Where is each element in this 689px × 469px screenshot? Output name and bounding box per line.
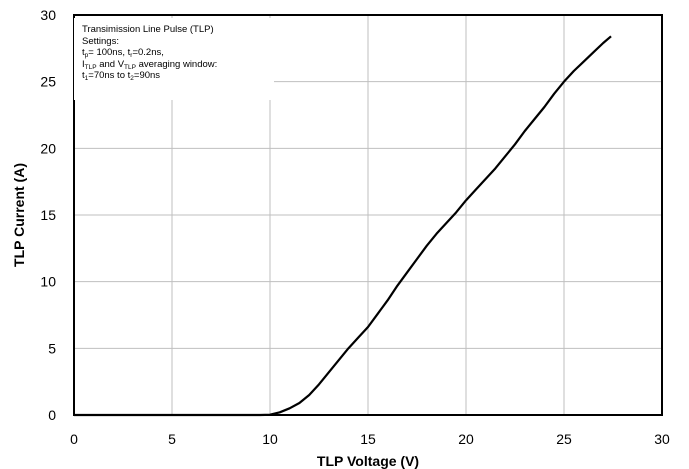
y-axis-title: TLP Current (A) [11, 163, 27, 267]
y-axis-ticks: 0 5 10 15 20 25 30 [40, 7, 56, 423]
y-tick-label: 10 [40, 274, 56, 290]
y-tick-label: 20 [40, 140, 56, 156]
annotation-averaging-label: ITLP and VTLP averaging window: [82, 58, 218, 71]
plot-border [73, 14, 663, 416]
x-tick-label: 30 [654, 431, 670, 447]
y-tick-label: 0 [48, 407, 56, 423]
x-tick-label: 10 [262, 431, 278, 447]
annotation-title: Transimission Line Pulse (TLP) [82, 24, 214, 35]
x-axis-title: TLP Voltage (V) [317, 453, 419, 469]
x-tick-label: 25 [556, 431, 572, 447]
x-tick-label: 15 [360, 431, 376, 447]
y-tick-label: 15 [40, 207, 56, 223]
x-tick-label: 0 [70, 431, 78, 447]
annotation-window: t1=70ns to t2=90ns [82, 70, 161, 82]
annotation-settings-label: Settings: [82, 35, 119, 47]
x-tick-label: 5 [168, 431, 176, 447]
y-tick-label: 30 [40, 7, 56, 23]
x-axis-ticks: 0 5 10 15 20 25 30 [70, 431, 670, 447]
x-tick-label: 20 [458, 431, 474, 447]
annotation-pulse-params: tp= 100ns, tr=0.2ns, [82, 47, 164, 59]
y-tick-label: 5 [48, 340, 56, 356]
settings-annotation-box: Transimission Line Pulse (TLP) Settings:… [74, 18, 274, 100]
series-line [74, 35, 612, 417]
y-tick-label: 25 [40, 74, 56, 90]
